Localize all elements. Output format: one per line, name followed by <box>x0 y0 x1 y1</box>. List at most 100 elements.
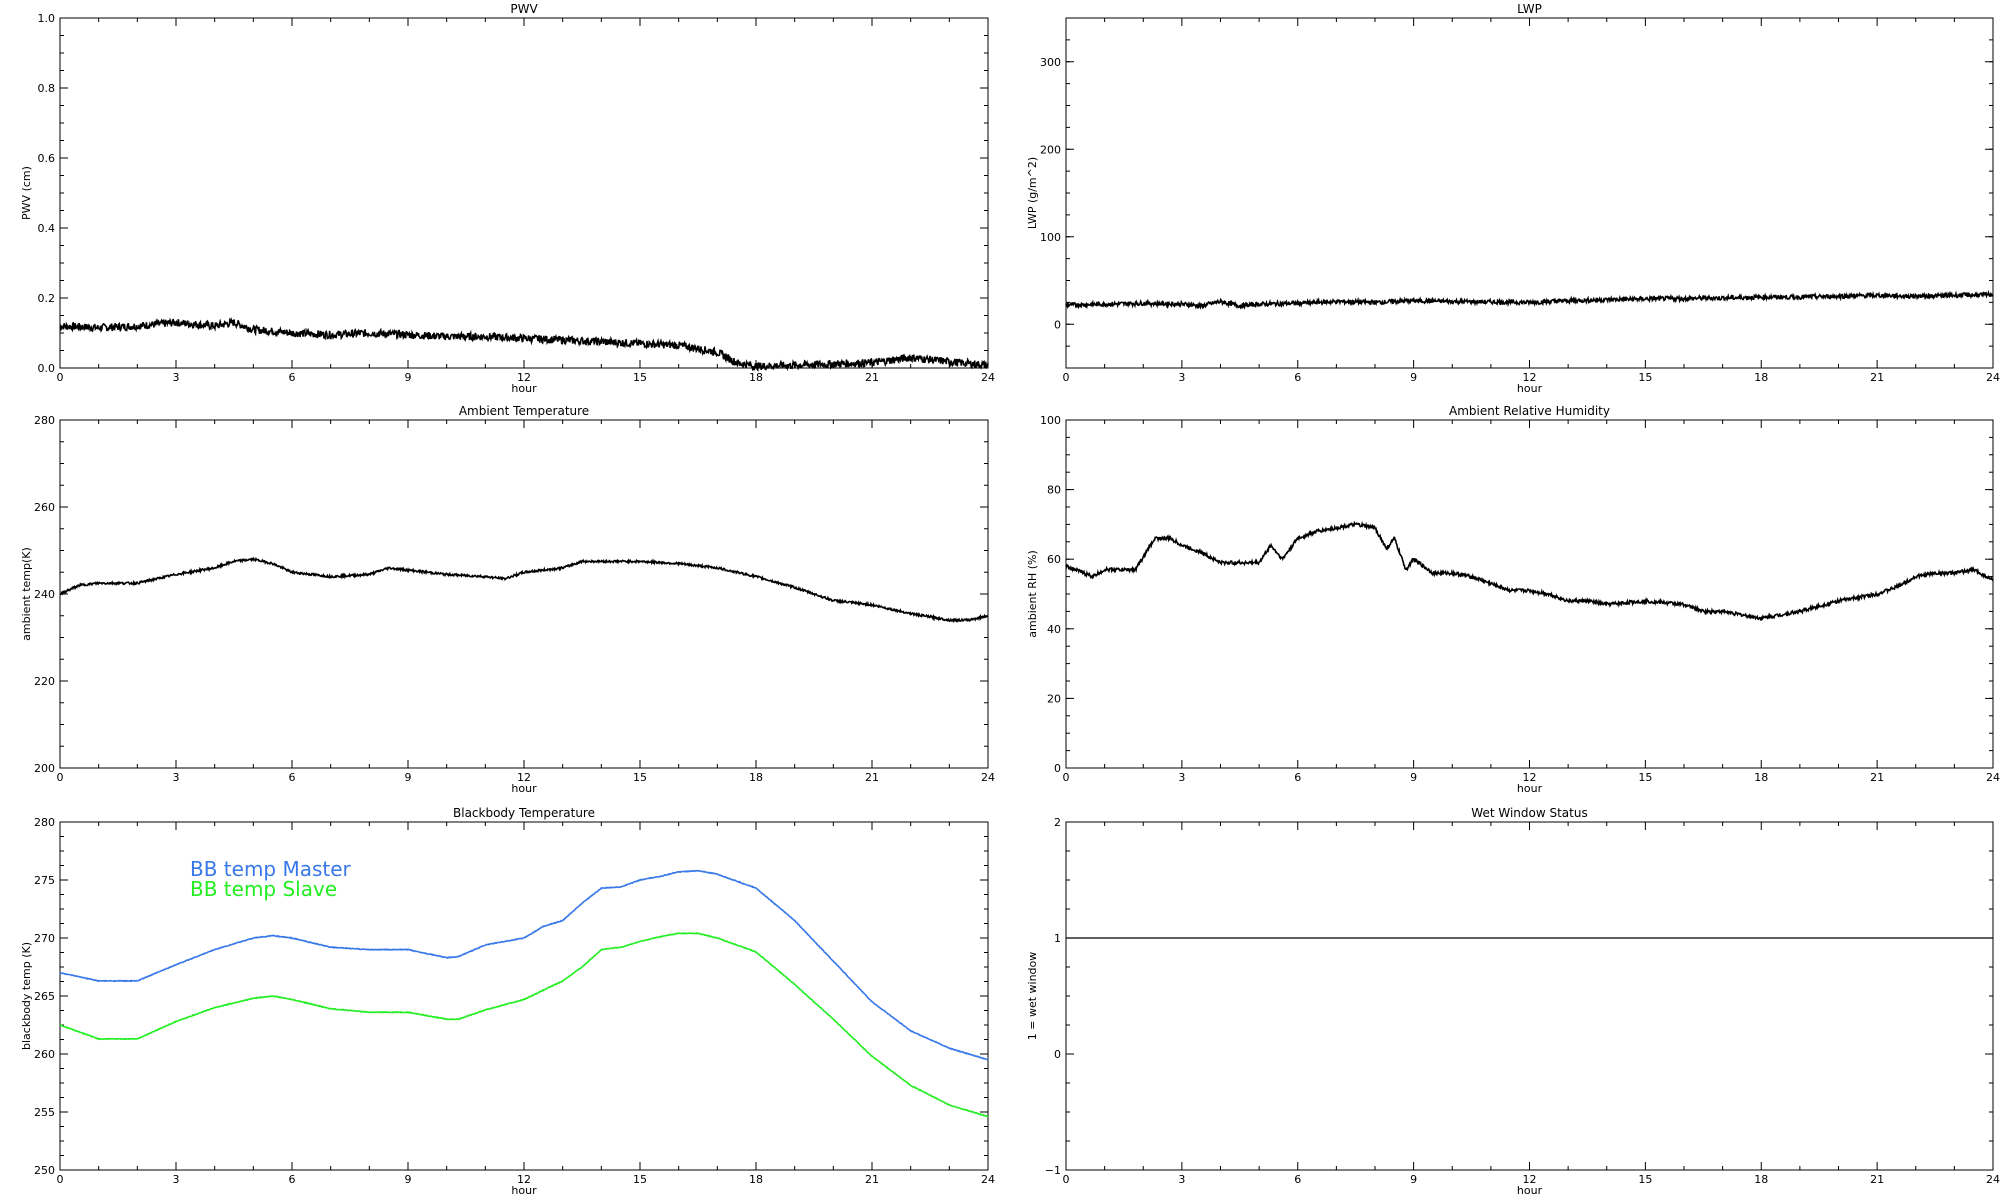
y-tick-label: −1 <box>1045 1164 1061 1177</box>
x-axis-label: hour <box>511 782 537 795</box>
x-tick-label: 24 <box>981 771 995 784</box>
chart-ambient-rh: Ambient Relative Humidity 0 3 6 9 12 15 18 21 24 0… <box>1026 404 2000 795</box>
chart-lwp: LWP 0 3 6 9 12 15 18 21 24 0 100 200 300 hour LWP (g/m^… <box>1026 2 2000 395</box>
x-tick-label: 24 <box>1986 771 2000 784</box>
plot-frame <box>59 17 989 369</box>
series-line-0 <box>1065 289 1994 310</box>
y-axis-label: ambient temp(K) <box>20 547 33 641</box>
chart-pwv: PWV 0 3 6 9 12 15 18 21 24 0.0 0.2 0.4 0.6 0.8 1.0 hour P… <box>20 2 995 395</box>
x-axis-label: hour <box>511 1184 537 1197</box>
chart-bb-temp: Blackbody Temperature 0 3 6 9 12 15 18 21 24 250 25… <box>20 806 995 1197</box>
legend-entry: BB temp Master <box>190 857 352 881</box>
x-tick-label: 15 <box>1638 1173 1652 1186</box>
chart-title: Ambient Relative Humidity <box>1449 404 1610 418</box>
x-tick-label: 12 <box>517 771 531 784</box>
chart-title: Wet Window Status <box>1471 806 1587 820</box>
y-tick-label: 255 <box>34 1106 55 1119</box>
x-axis-label: hour <box>1517 382 1543 395</box>
y-axis-label: PWV (cm) <box>20 166 33 220</box>
y-tick-label: 0 <box>1054 1048 1061 1061</box>
legend-entry: BB temp Slave <box>190 877 337 901</box>
x-tick-label: 6 <box>1294 371 1301 384</box>
x-tick-label: 24 <box>981 1173 995 1186</box>
x-tick-label: 9 <box>1410 1173 1417 1186</box>
series-line-0 <box>1065 520 1994 621</box>
x-tick-label: 3 <box>173 371 180 384</box>
x-tick-label: 9 <box>405 771 412 784</box>
x-tick-label: 21 <box>865 1173 879 1186</box>
x-tick-label: 21 <box>865 371 879 384</box>
y-tick-label: 265 <box>34 990 55 1003</box>
y-tick-label: 1.0 <box>38 12 56 25</box>
chart-title: PWV <box>510 2 538 16</box>
y-tick-label: 100 <box>1040 231 1061 244</box>
y-axis-label: ambient RH (%) <box>1026 550 1039 638</box>
x-tick-label: 15 <box>633 1173 647 1186</box>
x-tick-label: 12 <box>1523 371 1537 384</box>
chart-ambient-temp: Ambient Temperature 0 3 6 9 12 15 18 21 24 200 220 2… <box>20 404 995 795</box>
plot-frame <box>1065 821 1994 1171</box>
x-tick-label: 24 <box>981 371 995 384</box>
series-line-0 <box>59 316 989 372</box>
x-tick-label: 21 <box>1870 371 1884 384</box>
y-tick-label: 260 <box>34 501 55 514</box>
chart-title: LWP <box>1517 2 1542 16</box>
x-tick-label: 15 <box>633 371 647 384</box>
y-tick-label: 275 <box>34 874 55 887</box>
y-tick-label: 0.4 <box>38 222 56 235</box>
y-tick-label: 100 <box>1040 414 1061 427</box>
x-tick-label: 3 <box>1178 771 1185 784</box>
y-tick-label: 0.6 <box>38 152 56 165</box>
x-tick-label: 9 <box>405 371 412 384</box>
y-axis-label: 1 = wet window <box>1026 952 1039 1041</box>
x-tick-label: 0 <box>57 371 64 384</box>
y-tick-label: 0.8 <box>38 82 56 95</box>
x-tick-label: 9 <box>1410 371 1417 384</box>
y-tick-label: 20 <box>1047 692 1061 705</box>
y-axis-label: blackbody temp (K) <box>20 942 33 1050</box>
x-tick-label: 18 <box>1754 1173 1768 1186</box>
x-tick-label: 15 <box>1638 771 1652 784</box>
x-tick-label: 6 <box>1294 1173 1301 1186</box>
y-tick-label: 200 <box>34 762 55 775</box>
x-tick-label: 9 <box>405 1173 412 1186</box>
x-tick-label: 0 <box>1063 771 1070 784</box>
x-tick-label: 18 <box>1754 771 1768 784</box>
x-tick-label: 0 <box>1063 371 1070 384</box>
x-tick-label: 12 <box>1523 1173 1537 1186</box>
x-tick-label: 9 <box>1410 771 1417 784</box>
x-tick-label: 6 <box>289 1173 296 1186</box>
plot-frame <box>1065 419 1994 769</box>
y-tick-label: 0.2 <box>38 292 56 305</box>
series-line-0 <box>59 869 989 1061</box>
y-tick-label: 250 <box>34 1164 55 1177</box>
x-tick-label: 18 <box>749 771 763 784</box>
x-tick-label: 6 <box>289 771 296 784</box>
chart-title: Blackbody Temperature <box>453 806 595 820</box>
x-tick-label: 24 <box>1986 371 2000 384</box>
y-tick-label: 80 <box>1047 484 1061 497</box>
y-tick-label: 0.0 <box>38 362 56 375</box>
x-tick-label: 6 <box>289 371 296 384</box>
y-tick-label: 40 <box>1047 623 1061 636</box>
x-tick-label: 3 <box>1178 371 1185 384</box>
y-tick-label: 280 <box>34 816 55 829</box>
y-tick-label: 280 <box>34 414 55 427</box>
y-tick-label: 220 <box>34 675 55 688</box>
x-tick-label: 0 <box>57 771 64 784</box>
x-tick-label: 0 <box>1063 1173 1070 1186</box>
x-tick-label: 12 <box>517 1173 531 1186</box>
x-axis-label: hour <box>1517 1184 1543 1197</box>
x-tick-label: 12 <box>1523 771 1537 784</box>
x-tick-label: 0 <box>57 1173 64 1186</box>
plot-frame <box>59 419 989 769</box>
y-tick-label: 1 <box>1054 932 1061 945</box>
x-tick-label: 21 <box>1870 771 1884 784</box>
plot-frame <box>1065 17 1994 369</box>
y-axis-label: LWP (g/m^2) <box>1026 157 1039 229</box>
y-tick-label: 260 <box>34 1048 55 1061</box>
x-tick-label: 3 <box>173 771 180 784</box>
x-tick-label: 3 <box>1178 1173 1185 1186</box>
